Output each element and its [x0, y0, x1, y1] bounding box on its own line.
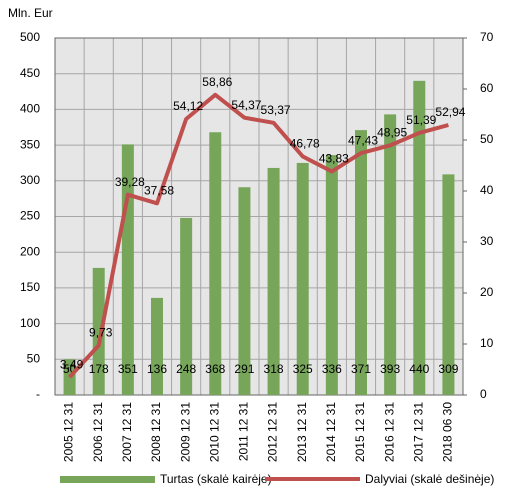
x-tick-label: 2010 12 31	[207, 402, 221, 462]
legend-label: Dalyviai (skalė dešinėje)	[365, 472, 494, 486]
bar	[267, 167, 280, 395]
y-tick-label: 450	[20, 66, 40, 80]
x-tick-label: 2018 06 30	[441, 402, 455, 462]
line-value-label: 3,49	[60, 357, 84, 371]
bar-value-label: 325	[293, 362, 313, 376]
bar-value-label: 309	[438, 362, 458, 376]
bar-value-label: 178	[89, 362, 109, 376]
line-value-label: 54,12	[173, 99, 203, 113]
y2-tick-label: 40	[480, 183, 494, 197]
bar	[413, 80, 426, 395]
bar	[209, 132, 222, 396]
bar	[355, 130, 367, 395]
line-value-label: 53,37	[261, 103, 291, 117]
x-tick-label: 2011 12 31	[237, 402, 251, 461]
y-tick-label: 150	[20, 280, 40, 294]
line-value-label: 48,95	[377, 126, 407, 140]
line-value-label: 43,83	[319, 152, 349, 166]
bar-value-label: 371	[351, 362, 371, 376]
bar	[92, 267, 105, 395]
line-value-label: 51,39	[406, 113, 436, 127]
bar-value-label: 136	[147, 362, 167, 376]
y-tick-label: 400	[20, 102, 40, 116]
bar-value-label: 368	[205, 362, 225, 376]
bar	[325, 155, 338, 395]
line-value-label: 58,86	[202, 75, 232, 89]
bar-value-label: 351	[118, 362, 138, 376]
y-tick-label: 350	[20, 137, 40, 151]
y2-tick-label: 0	[480, 387, 487, 401]
x-tick-label: 2007 12 31	[120, 402, 134, 462]
bar-value-label: 440	[409, 362, 429, 376]
bar	[151, 297, 163, 395]
x-tick-label: 2009 12 31	[178, 402, 192, 462]
bar-value-label: 291	[234, 362, 254, 376]
x-tick-label: 2017 12 31	[411, 402, 425, 462]
bar-value-label: 318	[264, 362, 284, 376]
y-tick-label: 500	[20, 30, 40, 44]
plot-frame	[54, 37, 464, 396]
line-value-label: 39,28	[115, 175, 145, 189]
y2-tick-label: 30	[480, 234, 494, 248]
y2-tick-label: 70	[480, 30, 494, 44]
bar	[384, 114, 397, 395]
line-value-label: 52,94	[435, 105, 465, 119]
x-tick-label: 2012 12 31	[266, 402, 280, 462]
y2-tick-label: 60	[480, 81, 494, 95]
x-tick-label: 2014 12 31	[324, 402, 338, 462]
x-tick-label: 2015 12 31	[353, 402, 367, 462]
y-tick-label: 200	[20, 244, 40, 258]
x-tick-label: 2016 12 31	[382, 402, 396, 462]
y2-tick-label: 10	[480, 336, 494, 350]
line-value-label: 37,58	[144, 184, 174, 198]
bar	[442, 174, 455, 395]
legend-label: Turtas (skalė kairėje)	[160, 472, 272, 486]
y-tick-label: 300	[20, 173, 40, 187]
x-tick-label: 2008 12 31	[149, 402, 163, 462]
bar-value-label: 393	[380, 362, 400, 376]
y2-tick-label: 50	[480, 132, 494, 146]
bar	[180, 217, 193, 395]
x-tick-label: 2013 12 31	[295, 402, 309, 462]
bar	[296, 162, 309, 395]
bar	[238, 187, 251, 395]
y2-tick-label: 20	[480, 285, 494, 299]
y-tick-label: 100	[20, 316, 40, 330]
x-tick-label: 2005 12 31	[62, 402, 76, 462]
bar-value-label: 248	[176, 362, 196, 376]
y-tick-label: 50	[27, 351, 41, 365]
y-axis-label: Mln. Eur	[8, 6, 53, 20]
y-tick-label: 250	[20, 209, 40, 223]
line	[68, 92, 449, 379]
line-value-label: 54,37	[231, 98, 261, 112]
line-value-label: 46,78	[290, 137, 320, 151]
line-value-label: 47,43	[348, 133, 378, 147]
bar-value-label: 336	[322, 362, 342, 376]
x-tick-label: 2006 12 31	[91, 402, 105, 462]
legend-swatch	[60, 476, 155, 483]
y-tick-label: -	[36, 387, 40, 401]
line-value-label: 9,73	[89, 326, 113, 340]
